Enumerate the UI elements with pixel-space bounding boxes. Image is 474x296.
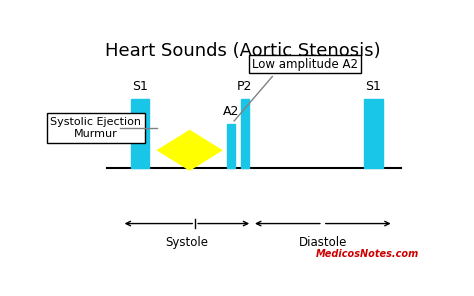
Text: Systole: Systole xyxy=(165,236,209,249)
Polygon shape xyxy=(158,131,221,170)
Text: S1: S1 xyxy=(132,80,148,92)
Bar xyxy=(227,124,235,168)
Text: MedicosNotes.com: MedicosNotes.com xyxy=(316,249,419,259)
Bar xyxy=(364,99,383,168)
Bar xyxy=(241,99,249,168)
Text: S1: S1 xyxy=(365,80,381,92)
Text: Systolic Ejection
Murmur: Systolic Ejection Murmur xyxy=(51,117,141,139)
Text: Low amplitude A2: Low amplitude A2 xyxy=(252,57,358,70)
Bar xyxy=(131,99,149,168)
Text: P2: P2 xyxy=(237,80,253,92)
Text: A2: A2 xyxy=(223,104,239,118)
Text: Heart Sounds (Aortic Stenosis): Heart Sounds (Aortic Stenosis) xyxy=(105,42,381,60)
Text: Diastole: Diastole xyxy=(299,236,347,249)
